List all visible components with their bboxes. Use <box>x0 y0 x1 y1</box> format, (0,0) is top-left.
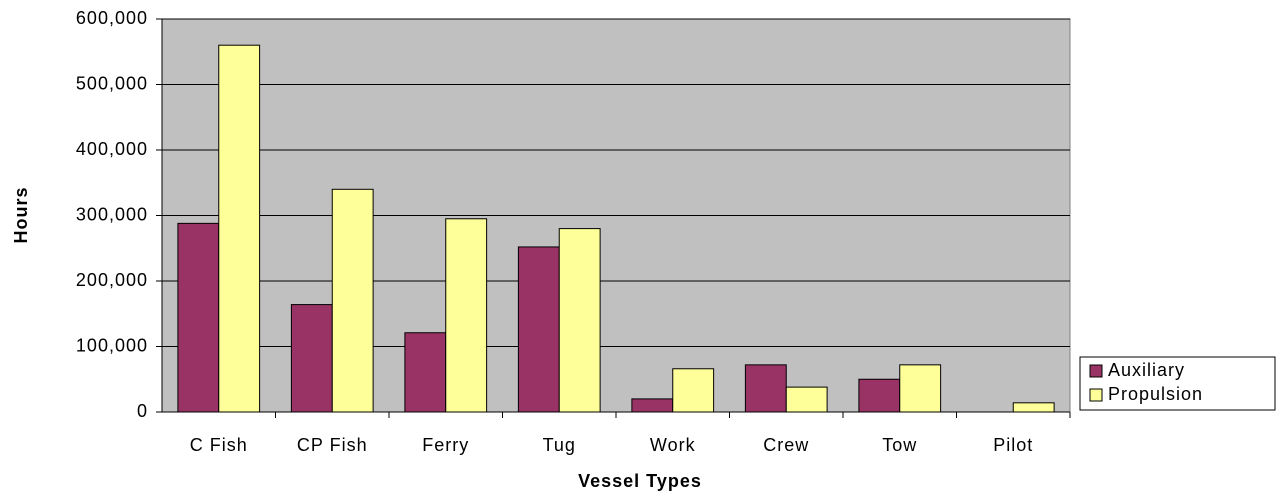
legend-swatch <box>1089 388 1103 402</box>
legend-swatch <box>1089 364 1103 378</box>
x-tick-label: C Fish <box>190 435 248 455</box>
y-axis-label: Hours <box>11 186 31 243</box>
bar <box>858 378 901 413</box>
bar <box>631 398 674 413</box>
x-tick-label: Tug <box>543 435 576 455</box>
y-tick-label: 200,000 <box>76 270 148 290</box>
y-tick-label: 0 <box>137 401 148 421</box>
legend-box <box>1079 356 1276 411</box>
y-tick-label: 100,000 <box>76 335 148 355</box>
x-axis-label: Vessel Types <box>578 471 702 491</box>
legend-label: Propulsion <box>1108 384 1203 404</box>
legend-label: Auxiliary <box>1108 360 1185 380</box>
bar <box>899 364 942 413</box>
bar <box>445 218 488 413</box>
y-tick-label: 400,000 <box>76 139 148 159</box>
x-tick-label: Ferry <box>422 435 469 455</box>
y-tick-label: 500,000 <box>76 73 148 93</box>
x-tick-label: Tow <box>882 435 917 455</box>
bar <box>785 386 828 413</box>
x-tick-label: Pilot <box>993 435 1033 455</box>
bar <box>331 188 374 413</box>
bar <box>558 228 601 413</box>
x-tick-label: Work <box>650 435 696 455</box>
bar <box>177 222 220 413</box>
bar <box>672 368 715 413</box>
x-tick-label: CP Fish <box>297 435 368 455</box>
bar <box>517 246 560 413</box>
y-tick-label: 600,000 <box>76 8 148 28</box>
bar <box>404 332 447 413</box>
bar <box>1012 402 1055 413</box>
bar <box>218 44 261 413</box>
bar <box>744 364 787 413</box>
y-tick-label: 300,000 <box>76 204 148 224</box>
bar <box>290 304 333 413</box>
x-tick-label: Crew <box>763 435 809 455</box>
